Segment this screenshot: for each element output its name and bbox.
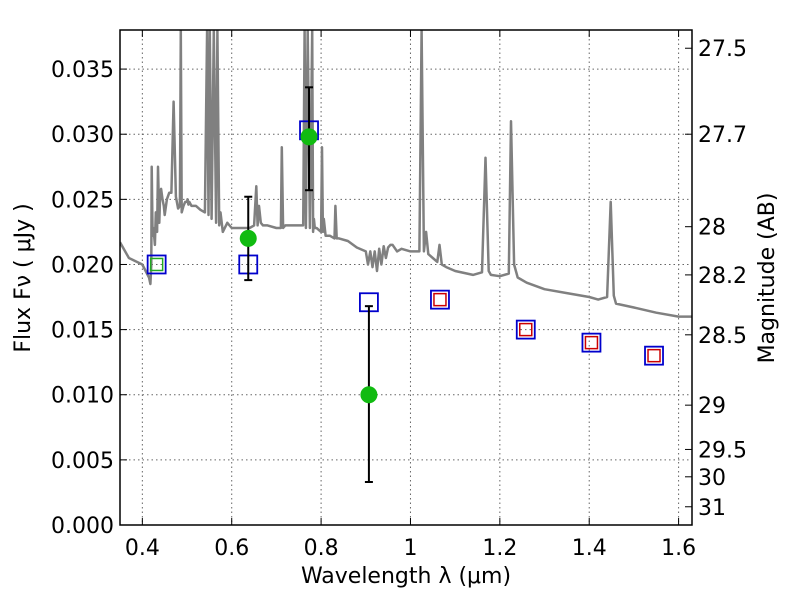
model-photometry-square (644, 345, 664, 366)
y-right-tick-label: 30 (698, 466, 726, 491)
inner-photometry-square (149, 257, 164, 272)
plot-area (120, 30, 692, 484)
x-tick-label: 1.4 (572, 536, 607, 561)
x-tick-label: 1 (403, 536, 417, 561)
y-right-tick-label: 27.7 (698, 123, 747, 148)
x-tick-label: 1.6 (661, 536, 696, 561)
y-right-tick-label: 29.5 (698, 438, 747, 463)
inner-photometry-square (584, 335, 599, 350)
observed-data-point (360, 386, 378, 404)
y-tick-label: 0.000 (51, 514, 114, 539)
model-photometry-square (430, 289, 450, 310)
observed-data-point (300, 128, 318, 146)
x-tick-label: 0.6 (214, 536, 249, 561)
x-axis-label: Wavelength λ (μm) (301, 564, 511, 589)
y-tick-label: 0.025 (51, 188, 114, 213)
y-right-tick-label: 28.2 (698, 264, 747, 289)
y-tick-label: 0.010 (51, 384, 114, 409)
model-photometry-square (581, 332, 602, 353)
x-tick-label: 1.2 (482, 536, 517, 561)
y-right-tick-label: 29 (698, 394, 726, 419)
plot-frame (119, 29, 693, 526)
y-right-tick-label: 28 (698, 216, 726, 241)
y-tick-label: 0.020 (51, 253, 114, 278)
y-axis-label: Flux Fν ( μJy ) (11, 203, 36, 352)
inner-photometry-square (647, 348, 661, 363)
y-tick-label: 0.005 (51, 449, 114, 474)
y-right-tick-label: 27.5 (698, 37, 747, 62)
y-tick-label: 0.015 (51, 319, 114, 344)
model-photometry-square (515, 319, 536, 340)
inner-photometry-square (433, 292, 447, 307)
y-tick-label: 0.035 (51, 58, 114, 83)
x-tick-label: 0.8 (304, 536, 339, 561)
model-spectrum-line (120, 30, 692, 318)
y-axis-right-label: Magnitude (AB) (755, 193, 780, 364)
inner-photometry-square (519, 322, 533, 337)
y-right-tick-label: 31 (698, 496, 726, 521)
y-tick-label: 0.030 (51, 123, 114, 148)
axis-ticks: 0.4 0.6 0.8 1 1.2 1.4 1.6 0.000 0.005 0.010 0.015 0… (51, 30, 747, 561)
x-tick-label: 0.4 (125, 536, 160, 561)
model-photometry-square (146, 254, 167, 275)
observed-data-point (239, 229, 257, 247)
y-right-tick-label: 28.5 (698, 324, 747, 349)
